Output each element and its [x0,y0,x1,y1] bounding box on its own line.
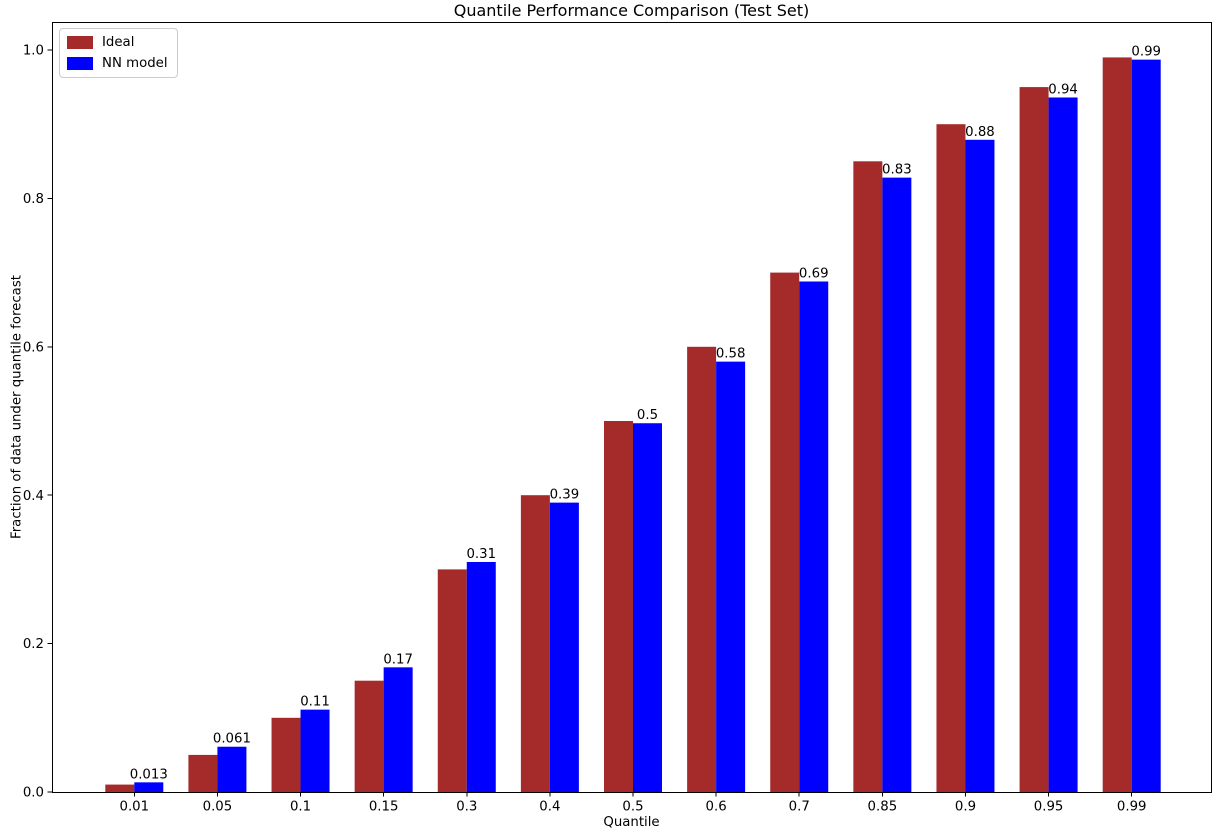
x-tick-label: 0.1 [290,800,311,815]
chart-title: Quantile Performance Comparison (Test Se… [453,1,810,20]
y-tick-label: 0.6 [23,340,44,355]
bar-nn-model-0.3 [466,561,496,792]
bar-ideal-0.05 [188,754,218,792]
bar-ideal-0.4 [520,495,550,792]
bar-value-label: 0.5 [637,408,658,423]
x-tick-label: 0.85 [868,800,898,815]
x-axis-label: Quantile [603,815,660,830]
bar-nn-model-0.95 [1048,97,1078,793]
bar-value-label: 0.99 [1131,45,1161,60]
bar-nn-model-0.15 [383,667,413,792]
bar-nn-model-0.9 [965,139,995,793]
legend-item-ideal: Ideal [67,35,168,50]
x-tick-label: 0.05 [203,800,233,815]
bar-value-label: 0.94 [1048,82,1078,97]
bar-ideal-0.95 [1019,87,1049,793]
bar-value-label: 0.58 [716,347,746,362]
x-tick-label: 0.95 [1034,800,1064,815]
bar-nn-model-0.5 [633,423,663,792]
bar-value-label: 0.83 [882,163,912,178]
bar-ideal-0.6 [687,346,717,792]
bar-ideal-0.1 [271,717,301,792]
bar-nn-model-0.01 [134,782,164,792]
bar-nn-model-0.6 [716,361,746,792]
legend-swatch-ideal [67,36,93,49]
y-tick-label: 0.2 [23,637,44,652]
y-axis-label: Fraction of data under quantile forecast [9,275,25,539]
bar-value-label: 0.061 [213,732,251,747]
bar-value-label: 0.88 [965,125,995,140]
legend: Ideal NN model [59,28,178,78]
legend-label-ideal: Ideal [102,35,135,50]
bar-ideal-0.85 [853,161,883,793]
x-tick-label: 0.4 [539,800,560,815]
bar-nn-model-0.1 [300,709,330,792]
bar-value-label: 0.39 [550,488,580,503]
bar-nn-model-0.99 [1131,59,1161,793]
bar-value-label: 0.013 [130,767,168,782]
bar-ideal-0.7 [770,272,800,793]
bar-nn-model-0.05 [217,746,247,792]
y-tick-label: 0.4 [23,489,44,504]
y-tick-label: 0.0 [23,786,44,801]
bar-value-label: 0.17 [383,652,413,667]
bar-ideal-0.9 [936,124,966,792]
x-tick-label: 0.6 [706,800,727,815]
x-tick-label: 0.5 [622,800,643,815]
legend-swatch-nn-model [67,57,93,70]
bar-ideal-0.01 [105,784,135,792]
bar-ideal-0.15 [354,680,384,792]
x-tick-label: 0.01 [119,800,149,815]
legend-label-nn-model: NN model [102,56,168,71]
plot-spines [52,22,1212,793]
bar-nn-model-0.7 [799,281,829,792]
bar-ideal-0.5 [604,421,634,792]
bar-value-label: 0.31 [466,547,496,562]
legend-item-nn-model: NN model [67,56,168,71]
bar-nn-model-0.85 [882,177,912,792]
x-tick-label: 0.15 [369,800,399,815]
bar-value-label: 0.11 [300,695,330,710]
x-tick-label: 0.9 [955,800,976,815]
x-tick-label: 0.99 [1117,800,1147,815]
bar-nn-model-0.4 [549,502,579,792]
y-tick-label: 1.0 [23,44,44,59]
x-tick-label: 0.7 [789,800,810,815]
bar-ideal-0.99 [1102,57,1132,793]
bar-value-label: 0.69 [799,267,829,282]
x-tick-label: 0.3 [456,800,477,815]
y-tick-label: 0.8 [23,192,44,207]
bar-ideal-0.3 [437,569,467,792]
